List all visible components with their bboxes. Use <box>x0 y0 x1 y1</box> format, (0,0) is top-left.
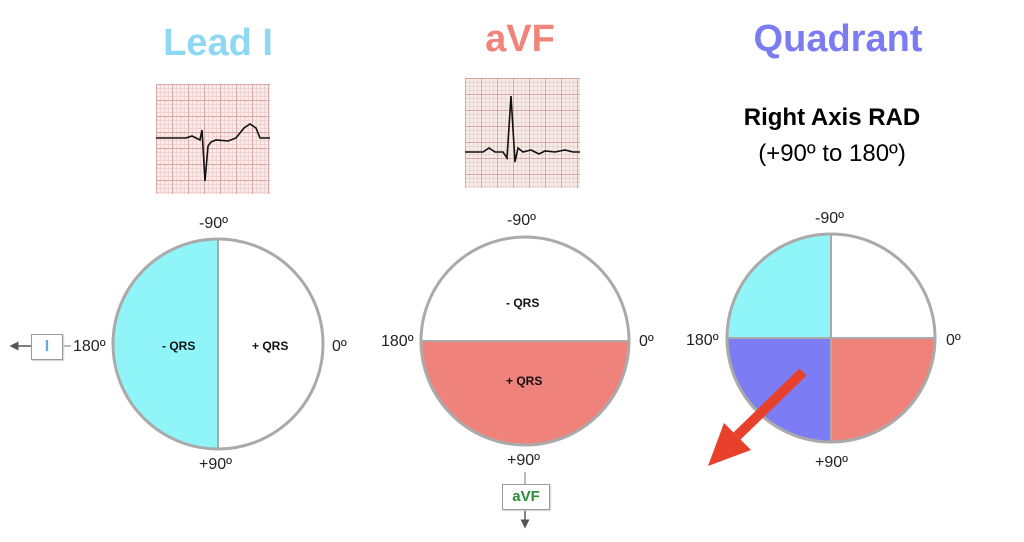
lead-i-negative-qrs: - QRS <box>162 339 196 353</box>
avf-right-angle: 0º <box>639 333 654 350</box>
quadrant-right-angle: 0º <box>946 332 961 349</box>
avf-positive-half <box>421 341 629 445</box>
lead-i-right-angle: 0º <box>332 338 347 355</box>
lead-i-ecg-strip <box>156 84 270 194</box>
avf-circle <box>419 235 631 447</box>
quadrant-circle <box>725 232 937 444</box>
avf-box: aVF <box>502 484 550 510</box>
avf-positive-qrs: + QRS <box>506 374 543 388</box>
avf-title: aVF <box>485 18 555 60</box>
avf-bottom-angle: +90º <box>507 452 540 469</box>
lead-i-top-angle: -90º <box>199 215 228 232</box>
axis-arrow <box>708 368 807 466</box>
quadrant-upper-right <box>831 234 935 338</box>
axis-range: (+90º to 180º) <box>758 140 906 167</box>
quadrant-bottom-angle: +90º <box>815 454 848 471</box>
lead-i-positive-half <box>218 239 323 449</box>
avf-negative-qrs: - QRS <box>506 296 540 310</box>
lead-i-left-angle: 180º <box>73 338 106 355</box>
lead-i-bottom-angle: +90º <box>199 456 232 473</box>
quadrant-title: Quadrant <box>753 18 923 60</box>
quadrant-left-angle: 180º <box>686 332 719 349</box>
lead-i-positive-qrs: + QRS <box>252 339 289 353</box>
avf-top-angle: -90º <box>507 212 536 229</box>
avf-ecg-strip <box>465 78 580 188</box>
quadrant-upper-left <box>727 234 831 338</box>
avf-left-angle: 180º <box>381 333 414 350</box>
axis-name: Right Axis RAD <box>743 104 921 131</box>
quadrant-lower-right <box>831 338 935 442</box>
lead-i-negative-half <box>113 239 218 449</box>
avf-negative-half <box>421 237 629 341</box>
lead-i-ecg-trace <box>156 123 270 182</box>
avf-ecg-trace <box>465 95 580 163</box>
lead-i-box: I <box>31 334 63 360</box>
quadrant-top-angle: -90º <box>815 210 844 227</box>
lead-i-circle <box>111 237 325 451</box>
lead-i-title: Lead I <box>163 22 273 64</box>
